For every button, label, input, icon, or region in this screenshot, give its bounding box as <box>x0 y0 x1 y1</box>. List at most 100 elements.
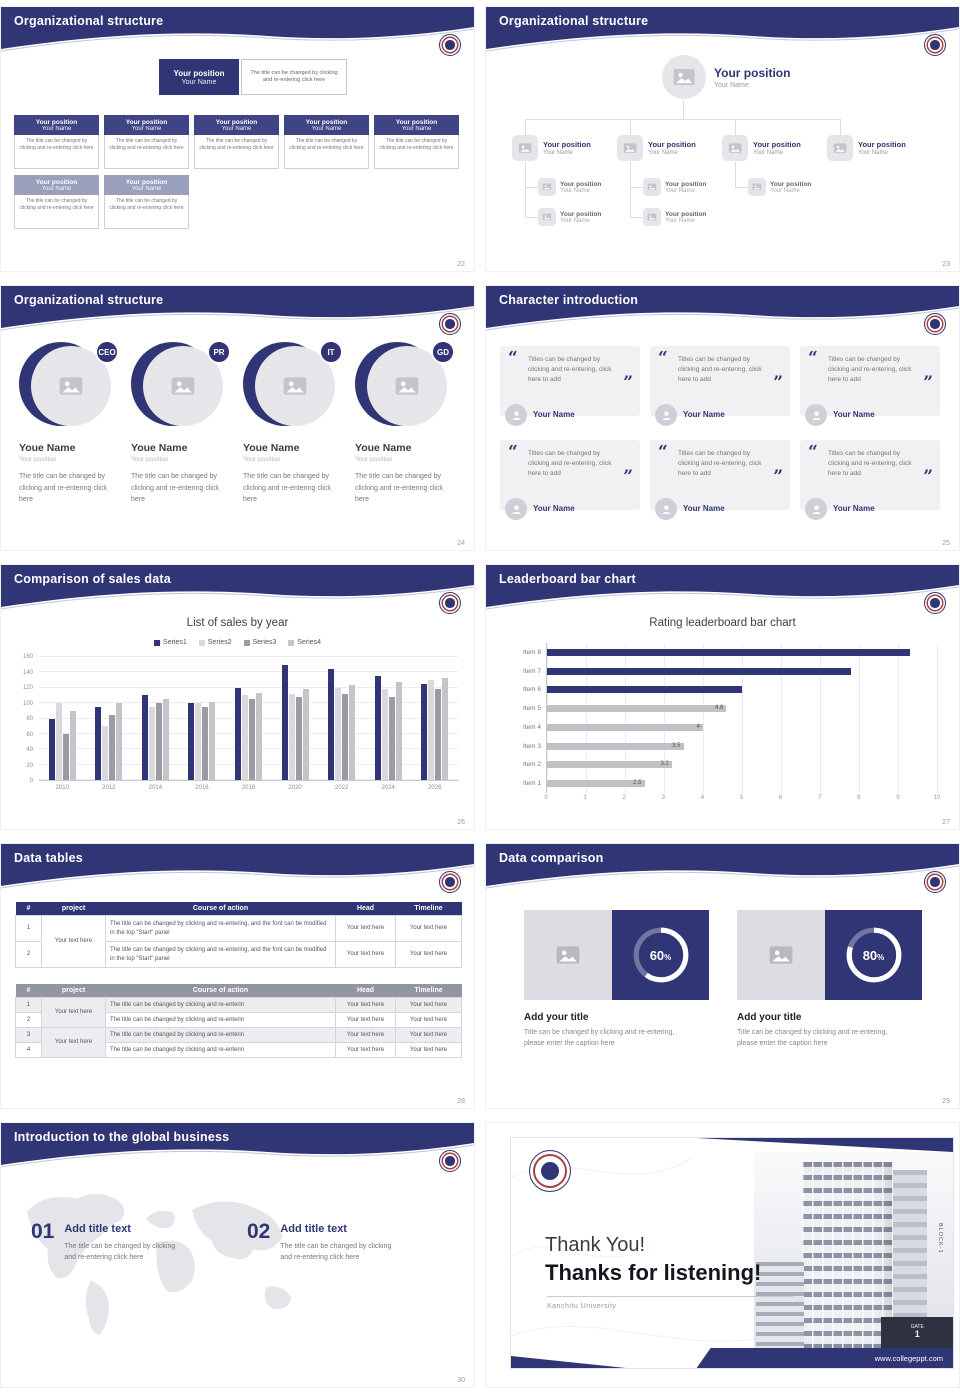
person-caption: The title can be changed by clicking and… <box>243 473 331 504</box>
gridline <box>39 732 458 734</box>
person-position: Your position <box>243 456 281 463</box>
org-node-position: Your position <box>665 180 707 188</box>
quote-card: “ Titles can be changed by clicking and r… <box>650 440 790 520</box>
bar-series1-2014 <box>141 695 148 780</box>
y-axis-tick: 100 <box>22 700 33 707</box>
slide-26-sales-comparison[interactable]: Comparison of sales data List of sales b… <box>0 564 475 830</box>
gridline <box>898 643 899 793</box>
avatar-icon <box>805 404 827 426</box>
org-node: Your position Your Name The title can be c… <box>14 175 99 229</box>
bar-row: Item 5 4.6 <box>523 705 937 713</box>
header-wave <box>1 7 474 52</box>
org-node: Your position Your Name <box>827 135 906 161</box>
cell-course: The title can be changed by clicking and… <box>105 915 336 942</box>
y-axis-tick: 140 <box>22 669 33 676</box>
org-node: Your position Your Name <box>617 135 696 161</box>
chart-title: Rating leaderboard bar chart <box>649 617 796 629</box>
slide-30-global-business[interactable]: Introduction to the global business 01 A… <box>0 1122 475 1388</box>
table-row: 1 Your text here The title can be change… <box>15 997 462 1028</box>
legend-item: Series2 <box>198 639 232 646</box>
connector-line <box>630 119 631 135</box>
x-axis-label: 2014 <box>148 785 163 791</box>
column-header: # <box>15 902 42 916</box>
y-axis-tick: 0 <box>29 778 33 784</box>
bar-series2-2010 <box>55 703 62 780</box>
legend-label: Series2 <box>207 639 232 646</box>
slide-24-organizational-structure[interactable]: Organizational structure CEO Youe Name Y… <box>0 285 475 551</box>
building-tower <box>801 1161 894 1348</box>
y-axis-tick: 80 <box>26 716 33 722</box>
person-card: IT Youe Name Your position The title can… <box>243 340 345 506</box>
legend-label: Series4 <box>297 639 321 646</box>
page-number: 28 <box>457 1098 465 1105</box>
title-item: 02 Add title text The title can be chang… <box>247 1221 398 1263</box>
close-quote-icon: ” <box>923 373 933 393</box>
org-node-caption: The title can be changed by clicking and… <box>284 135 369 169</box>
slide-body: Organizational structure Your position Y… <box>1 7 474 271</box>
x-axis-label: 2016 <box>195 785 209 791</box>
table-row: 1 Your text here The title can be change… <box>15 915 462 968</box>
slide-header: Organizational structure <box>1 7 474 59</box>
image-placeholder-icon <box>538 208 556 226</box>
legend-item: Series4 <box>288 639 321 646</box>
bar-item-4: 4 <box>547 723 703 731</box>
leaderboard-bar-chart: Leaderboard bar chart Rating leaderboard… <box>486 565 959 829</box>
open-quote-icon: “ <box>658 348 668 368</box>
gridline <box>39 656 458 657</box>
org-node: Your position Your Name The title can be c… <box>14 115 99 169</box>
slide-header: Data comparison <box>486 844 959 896</box>
college-logo-icon <box>439 1150 461 1172</box>
avatar-icon <box>805 498 827 520</box>
bar-item-1: 2.5 <box>547 780 645 788</box>
bar-row: Item 2 3.2 <box>523 761 937 769</box>
org-subnode: Your position Your Name <box>748 178 811 196</box>
org-node-name: Your Name <box>648 150 678 156</box>
bar-row: Item 4 4 <box>523 723 937 731</box>
open-quote-icon: “ <box>508 348 518 368</box>
cell-head: Your text here <box>335 915 396 942</box>
quote-card: “ Titles can be changed by clicking and r… <box>500 346 640 426</box>
chart-plot-area: Item 8 Item 7 Item 6 Item 5 4.6 Item 4 4 Item 3… <box>523 643 938 793</box>
person-caption: The title can be changed by clicking and… <box>19 473 107 504</box>
value-label: 3.2 <box>660 761 669 768</box>
cell-course: The title can be changed by clicking and… <box>105 997 336 1013</box>
page-number: 30 <box>457 1377 465 1384</box>
x-axis-tick: 6 <box>778 795 783 801</box>
item-caption: The title can be changed by clicking and… <box>64 1243 176 1262</box>
comparison-panels: 60% Add your title Title can be changed … <box>524 910 922 1049</box>
cell-head: Your text here <box>335 1042 396 1058</box>
x-axis-tick: 1 <box>583 795 587 801</box>
bar-series1-2024 <box>374 676 381 780</box>
slide-23-organizational-structure[interactable]: Organizational structure Your position Y… <box>485 6 960 272</box>
org-subnode: Your position Your Name <box>538 178 601 196</box>
category-label: Item 2 <box>522 761 541 769</box>
close-quote-icon: ” <box>623 373 633 393</box>
image-placeholder-icon <box>722 135 748 161</box>
bar-item-3: 3.5 <box>547 742 684 750</box>
org-node-caption: The title can be changed by clicking and… <box>374 135 459 169</box>
chart-plot-area: 0 20 40 60 80 100 120 140 160 2010 2012 2014 2016 20… <box>15 654 460 795</box>
image-placeholder-icon <box>748 178 766 196</box>
bar-row: Item 3 3.5 <box>523 742 937 750</box>
bar-series3-2024 <box>388 696 395 780</box>
person-name: Your Name <box>833 504 875 513</box>
org-node-name: Your Name <box>753 150 783 156</box>
slide-22-organizational-structure[interactable]: Organizational structure Your position Y… <box>0 6 475 272</box>
slide-29-data-comparison[interactable]: Data comparison 60% Add your title Title… <box>485 843 960 1109</box>
org-node-position: Your position <box>305 118 348 126</box>
chart-legend: Series1 Series2 Series3 Series4 <box>1 639 474 646</box>
org-node-position: Your position <box>125 118 168 126</box>
cell-project: Your text here <box>41 1027 106 1058</box>
legend-item: Series1 <box>154 639 187 646</box>
donut-percent: 80% <box>862 947 885 963</box>
org-node-caption: The title can be changed by clicking and… <box>194 135 279 169</box>
slide-28-data-tables[interactable]: Data tables # project Course of action H… <box>0 843 475 1109</box>
gridline <box>39 686 458 688</box>
slide-25-character-introduction[interactable]: Character introduction “ Titles can be ch… <box>485 285 960 551</box>
org-node-name: Your Name <box>41 185 72 192</box>
slide-27-leaderboard[interactable]: Leaderboard bar chart Rating leaderboard… <box>485 564 960 830</box>
slide-thank-you[interactable]: BLOCK-1 GATE 1 Thank You! Thanks for lis… <box>485 1122 960 1388</box>
slide-title: Organizational structure <box>14 14 164 28</box>
bar-groups: 2010 2012 2014 2016 2018 2020 2022 2024 2026 <box>39 657 458 791</box>
item-number: 02 <box>247 1220 271 1243</box>
